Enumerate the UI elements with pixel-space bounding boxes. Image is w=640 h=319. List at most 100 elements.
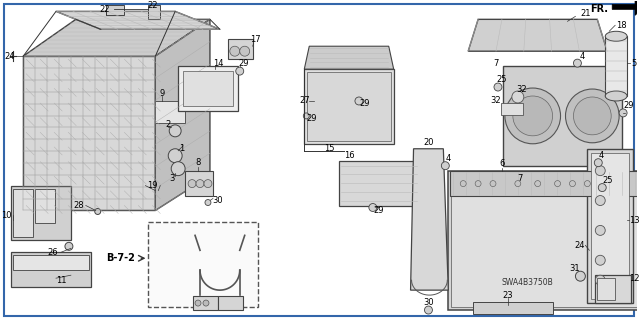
Text: 29: 29: [374, 206, 384, 215]
Bar: [339, 161, 419, 205]
Text: 24: 24: [574, 241, 585, 250]
Text: 32: 32: [516, 85, 527, 93]
Text: 19: 19: [147, 181, 157, 190]
Circle shape: [65, 242, 73, 250]
Circle shape: [512, 91, 524, 103]
Text: 20: 20: [423, 138, 434, 147]
Bar: [228, 39, 253, 59]
Bar: [595, 275, 631, 303]
Circle shape: [575, 271, 586, 281]
Circle shape: [595, 196, 605, 205]
Text: 30: 30: [212, 196, 223, 205]
Text: 14: 14: [212, 59, 223, 68]
Text: B-7-2: B-7-2: [106, 253, 135, 263]
Circle shape: [442, 162, 449, 170]
Text: 7: 7: [493, 59, 499, 68]
Bar: [156, 101, 185, 123]
Circle shape: [172, 162, 185, 176]
Circle shape: [236, 67, 244, 75]
Circle shape: [195, 300, 201, 306]
Circle shape: [494, 83, 502, 91]
Bar: [148, 222, 258, 307]
Text: 24: 24: [4, 52, 15, 61]
Text: 8: 8: [195, 158, 201, 167]
Polygon shape: [156, 19, 210, 211]
Text: 32: 32: [491, 96, 501, 106]
Bar: [183, 71, 233, 106]
Circle shape: [188, 180, 196, 188]
Bar: [148, 5, 160, 19]
Text: 7: 7: [517, 174, 522, 183]
Bar: [591, 153, 629, 299]
Bar: [193, 296, 218, 310]
Bar: [12, 186, 71, 240]
Bar: [35, 189, 55, 223]
Text: 1: 1: [179, 144, 185, 153]
Bar: [12, 252, 91, 287]
Bar: [307, 72, 390, 141]
Text: 17: 17: [250, 35, 261, 44]
Text: 9: 9: [159, 88, 165, 98]
Text: 29: 29: [624, 101, 634, 110]
Text: 2: 2: [166, 120, 171, 130]
Circle shape: [515, 181, 521, 187]
Text: 21: 21: [580, 9, 591, 18]
Circle shape: [168, 149, 182, 163]
Circle shape: [595, 159, 602, 167]
Circle shape: [460, 181, 466, 187]
Text: 25: 25: [497, 75, 507, 84]
Text: 29: 29: [239, 59, 249, 68]
Text: 13: 13: [628, 216, 639, 225]
Circle shape: [204, 180, 212, 188]
Text: 29: 29: [360, 100, 370, 108]
Circle shape: [205, 199, 211, 205]
Circle shape: [95, 209, 100, 214]
Bar: [451, 174, 639, 307]
Bar: [185, 171, 213, 196]
Ellipse shape: [605, 31, 627, 41]
Circle shape: [196, 180, 204, 188]
Circle shape: [570, 181, 575, 187]
Polygon shape: [56, 11, 220, 29]
Circle shape: [490, 181, 496, 187]
Circle shape: [513, 96, 552, 136]
Circle shape: [505, 88, 561, 144]
Circle shape: [598, 184, 606, 192]
Circle shape: [566, 89, 619, 143]
Text: 25: 25: [602, 176, 612, 185]
Text: 11: 11: [56, 276, 66, 285]
Circle shape: [475, 181, 481, 187]
Text: 6: 6: [499, 159, 504, 168]
Circle shape: [534, 181, 541, 187]
Text: 18: 18: [616, 21, 627, 30]
Circle shape: [424, 306, 433, 314]
Bar: [501, 103, 523, 115]
Text: 27: 27: [299, 96, 310, 106]
Circle shape: [369, 204, 377, 211]
Text: 4: 4: [445, 154, 451, 163]
Bar: [304, 69, 394, 144]
Text: 4: 4: [580, 52, 585, 61]
Circle shape: [573, 97, 611, 135]
Text: 22: 22: [147, 1, 157, 10]
Text: 30: 30: [423, 298, 434, 307]
Circle shape: [573, 59, 581, 67]
Polygon shape: [411, 149, 448, 290]
Bar: [451, 171, 639, 196]
Bar: [605, 36, 627, 96]
Text: 22: 22: [99, 5, 110, 14]
Circle shape: [595, 255, 605, 265]
Circle shape: [555, 181, 561, 187]
Circle shape: [595, 226, 605, 235]
Circle shape: [619, 109, 627, 117]
Bar: [597, 278, 615, 300]
Circle shape: [230, 46, 240, 56]
Polygon shape: [612, 0, 640, 15]
Bar: [13, 189, 33, 237]
Text: 28: 28: [74, 201, 84, 210]
Text: 29: 29: [306, 115, 317, 123]
Circle shape: [203, 300, 209, 306]
Bar: [178, 66, 237, 111]
Polygon shape: [468, 19, 607, 51]
Bar: [106, 5, 124, 15]
